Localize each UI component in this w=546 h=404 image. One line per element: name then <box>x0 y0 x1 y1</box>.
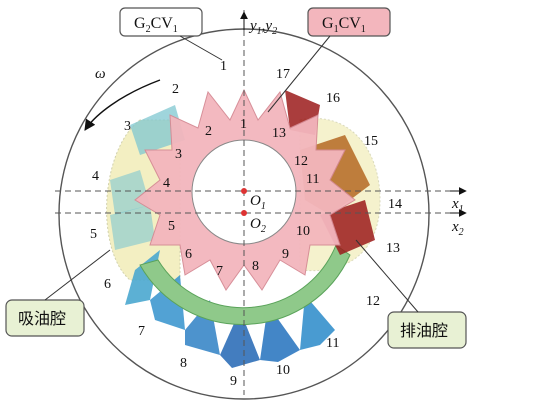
outer-gear-lower-teeth <box>125 250 335 368</box>
svg-text:12: 12 <box>366 294 380 309</box>
svg-text:13: 13 <box>272 126 286 141</box>
svg-text:2: 2 <box>205 124 212 139</box>
callout-discharge-box <box>387 311 467 349</box>
y-axis-label: y1,y2 <box>248 18 277 37</box>
svg-text:6: 6 <box>185 247 192 262</box>
svg-text:3: 3 <box>124 119 131 134</box>
svg-text:5: 5 <box>168 219 175 234</box>
center-o2-dot <box>241 210 247 216</box>
svg-text:8: 8 <box>252 259 259 274</box>
svg-text:1: 1 <box>220 59 227 74</box>
callout-discharge-leader <box>355 239 419 313</box>
center-o2-label: O2 <box>250 216 266 235</box>
svg-text:15: 15 <box>364 134 378 149</box>
svg-text:11: 11 <box>306 172 319 187</box>
svg-text:13: 13 <box>386 241 400 256</box>
svg-text:10: 10 <box>296 224 310 239</box>
callout-g2cv1-text: G2CV1 <box>134 15 178 35</box>
callout-suction-leader <box>44 249 111 301</box>
inner-gear-numbers: 1 2 3 4 5 6 7 8 9 10 11 12 13 <box>163 117 319 279</box>
svg-text:14: 14 <box>388 197 402 212</box>
callout-g1cv1-leader <box>267 35 331 113</box>
center-o1-dot <box>241 188 247 194</box>
arc-band <box>139 244 351 325</box>
svg-text:4: 4 <box>163 176 170 191</box>
svg-text:7: 7 <box>216 264 223 279</box>
x2-axis-label: x2 <box>451 219 464 238</box>
svg-text:11: 11 <box>326 336 339 351</box>
rotation-symbol: ω <box>95 66 106 82</box>
svg-text:6: 6 <box>104 277 111 292</box>
callout-g1cv1-text: G1CV1 <box>322 15 366 35</box>
svg-text:3: 3 <box>175 147 182 162</box>
svg-text:9: 9 <box>282 247 289 262</box>
x1-axis-label: x1 <box>451 196 464 215</box>
svg-text:12: 12 <box>294 154 308 169</box>
svg-text:10: 10 <box>276 363 290 378</box>
svg-text:8: 8 <box>180 356 187 371</box>
svg-text:16: 16 <box>326 91 340 106</box>
rotation-arrow <box>84 79 161 131</box>
callout-g1cv1-box <box>307 7 391 37</box>
svg-text:17: 17 <box>276 67 290 82</box>
svg-text:2: 2 <box>172 82 179 97</box>
callout-g2cv1-leader <box>179 35 223 61</box>
center-o1-label: O1 <box>250 193 266 212</box>
svg-text:7: 7 <box>138 324 145 339</box>
callout-discharge-text: 排油腔 <box>400 321 448 340</box>
callout-g2cv1-box <box>119 7 203 37</box>
outer-gear-left-teeth <box>110 105 185 250</box>
svg-text:4: 4 <box>92 169 99 184</box>
svg-text:1: 1 <box>240 117 247 132</box>
callout-suction-text: 吸油腔 <box>18 309 66 328</box>
outer-gear-numbers: 1 2 3 4 5 6 7 8 9 10 11 12 13 14 15 16 1… <box>90 59 402 389</box>
svg-text:9: 9 <box>230 374 237 389</box>
svg-text:5: 5 <box>90 227 97 242</box>
